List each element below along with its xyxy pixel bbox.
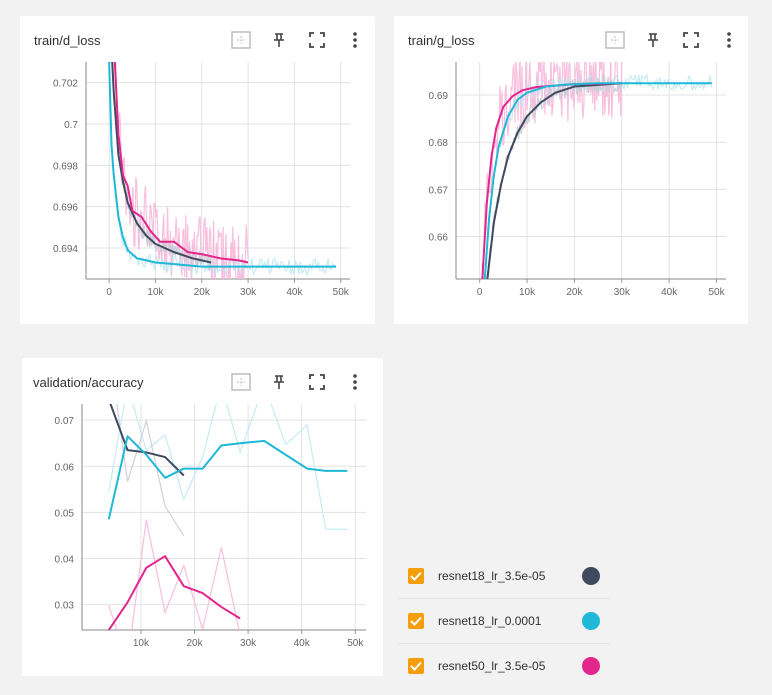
legend-label: resnet18_lr_0.0001 bbox=[438, 614, 542, 628]
x-tick-label: 30k bbox=[240, 287, 257, 298]
fit-domain-icon[interactable] bbox=[602, 29, 628, 51]
raw-series-line bbox=[108, 404, 348, 530]
legend-label: resnet18_lr_3.5e-05 bbox=[438, 569, 546, 583]
card-toolbar bbox=[590, 29, 742, 51]
x-tick-label: 0 bbox=[477, 287, 483, 298]
x-tick-label: 10k bbox=[519, 287, 536, 298]
plot-area bbox=[481, 62, 713, 279]
y-tick-label: 0.07 bbox=[55, 416, 75, 427]
pin-icon[interactable] bbox=[266, 29, 292, 51]
series-line bbox=[107, 435, 348, 520]
series-line bbox=[111, 62, 212, 264]
x-tick-label: 10k bbox=[133, 638, 150, 649]
check-icon bbox=[410, 661, 422, 671]
y-tick-label: 0.06 bbox=[55, 462, 75, 473]
legend-color-swatch[interactable] bbox=[582, 612, 600, 630]
legend-item[interactable]: resnet50_lr_3.5e-05 bbox=[398, 644, 610, 688]
legend-item[interactable]: resnet18_lr_0.0001 bbox=[398, 599, 610, 644]
series-line bbox=[109, 404, 185, 477]
chart-card-d-loss: train/d_loss 0.694 0.696 0.698 0.7 0.702 0 10k… bbox=[20, 16, 375, 324]
y-tick-label: 0.05 bbox=[55, 508, 75, 519]
check-icon bbox=[410, 571, 422, 581]
chart-g-loss: 0.66 0.67 0.68 0.69 0 10k 20k 30k 40k 50k bbox=[429, 62, 726, 298]
chart-title: train/d_loss bbox=[34, 33, 101, 48]
more-vert-icon[interactable] bbox=[342, 29, 368, 51]
legend-item[interactable]: resnet18_lr_3.5e-05 bbox=[398, 554, 610, 599]
plot-area bbox=[107, 404, 348, 630]
run-checkbox[interactable] bbox=[408, 568, 424, 584]
y-tick-label: 0.69 bbox=[429, 91, 449, 102]
fullscreen-icon[interactable] bbox=[678, 29, 704, 51]
x-tick-label: 40k bbox=[286, 287, 303, 298]
card-toolbar bbox=[216, 371, 368, 393]
series-line bbox=[483, 82, 712, 279]
run-checkbox[interactable] bbox=[408, 613, 424, 629]
y-tick-label: 0.67 bbox=[429, 185, 449, 196]
x-tick-label: 30k bbox=[614, 287, 631, 298]
raw-series-line bbox=[116, 404, 185, 536]
raw-series-line bbox=[484, 72, 713, 279]
y-tick-label: 0.68 bbox=[429, 138, 449, 149]
check-icon bbox=[410, 616, 422, 626]
y-tick-label: 0.702 bbox=[53, 79, 78, 90]
fit-domain-icon[interactable] bbox=[228, 29, 254, 51]
chart-card-val-accuracy: validation/accuracy 0.03 0.04 0.05 0.06 0.07… bbox=[22, 358, 383, 676]
y-tick-label: 0.694 bbox=[53, 244, 78, 255]
legend-color-swatch[interactable] bbox=[582, 567, 600, 585]
raw-series-line bbox=[111, 62, 212, 272]
y-tick-label: 0.04 bbox=[55, 555, 75, 566]
runs-legend: resnet18_lr_3.5e-05 resnet18_lr_0.0001 r… bbox=[398, 554, 610, 688]
pin-icon[interactable] bbox=[266, 371, 292, 393]
chart-val-accuracy: 0.03 0.04 0.05 0.06 0.07 10k 20k 30k 40k 50k bbox=[55, 404, 366, 649]
y-tick-label: 0.66 bbox=[429, 233, 449, 244]
fullscreen-icon[interactable] bbox=[304, 371, 330, 393]
x-tick-label: 40k bbox=[294, 638, 311, 649]
x-tick-label: 10k bbox=[147, 287, 164, 298]
x-tick-label: 20k bbox=[186, 638, 203, 649]
fit-domain-icon[interactable] bbox=[228, 371, 254, 393]
x-tick-label: 50k bbox=[347, 638, 364, 649]
series-line bbox=[108, 62, 337, 268]
more-vert-icon[interactable] bbox=[342, 371, 368, 393]
x-tick-label: 40k bbox=[661, 287, 678, 298]
y-tick-label: 0.698 bbox=[53, 161, 78, 172]
series-line bbox=[113, 62, 249, 264]
chart-title: train/g_loss bbox=[408, 33, 475, 48]
chart-title: validation/accuracy bbox=[33, 375, 144, 390]
legend-label: resnet50_lr_3.5e-05 bbox=[438, 659, 546, 673]
x-tick-label: 30k bbox=[240, 638, 257, 649]
fullscreen-icon[interactable] bbox=[304, 29, 330, 51]
x-tick-label: 20k bbox=[566, 287, 583, 298]
chart-card-g-loss: train/g_loss 0.66 0.67 0.68 0.69 0 10k 20k 30k 4… bbox=[394, 16, 748, 324]
x-tick-label: 20k bbox=[194, 287, 211, 298]
raw-series-line bbox=[108, 66, 337, 277]
pin-icon[interactable] bbox=[640, 29, 666, 51]
x-tick-label: 50k bbox=[333, 287, 350, 298]
series-line bbox=[486, 82, 622, 279]
series-line bbox=[107, 555, 241, 630]
raw-series-line bbox=[108, 519, 240, 630]
y-tick-label: 0.03 bbox=[55, 601, 75, 612]
card-toolbar bbox=[216, 29, 368, 51]
legend-color-swatch[interactable] bbox=[582, 657, 600, 675]
plot-area bbox=[108, 62, 337, 279]
y-tick-label: 0.696 bbox=[53, 203, 78, 214]
y-tick-label: 0.7 bbox=[64, 120, 78, 131]
x-tick-label: 0 bbox=[106, 287, 112, 298]
chart-d-loss: 0.694 0.696 0.698 0.7 0.702 0 10k 20k 30k 40k 50k bbox=[53, 62, 350, 298]
x-tick-label: 50k bbox=[708, 287, 725, 298]
run-checkbox[interactable] bbox=[408, 658, 424, 674]
more-vert-icon[interactable] bbox=[716, 29, 742, 51]
